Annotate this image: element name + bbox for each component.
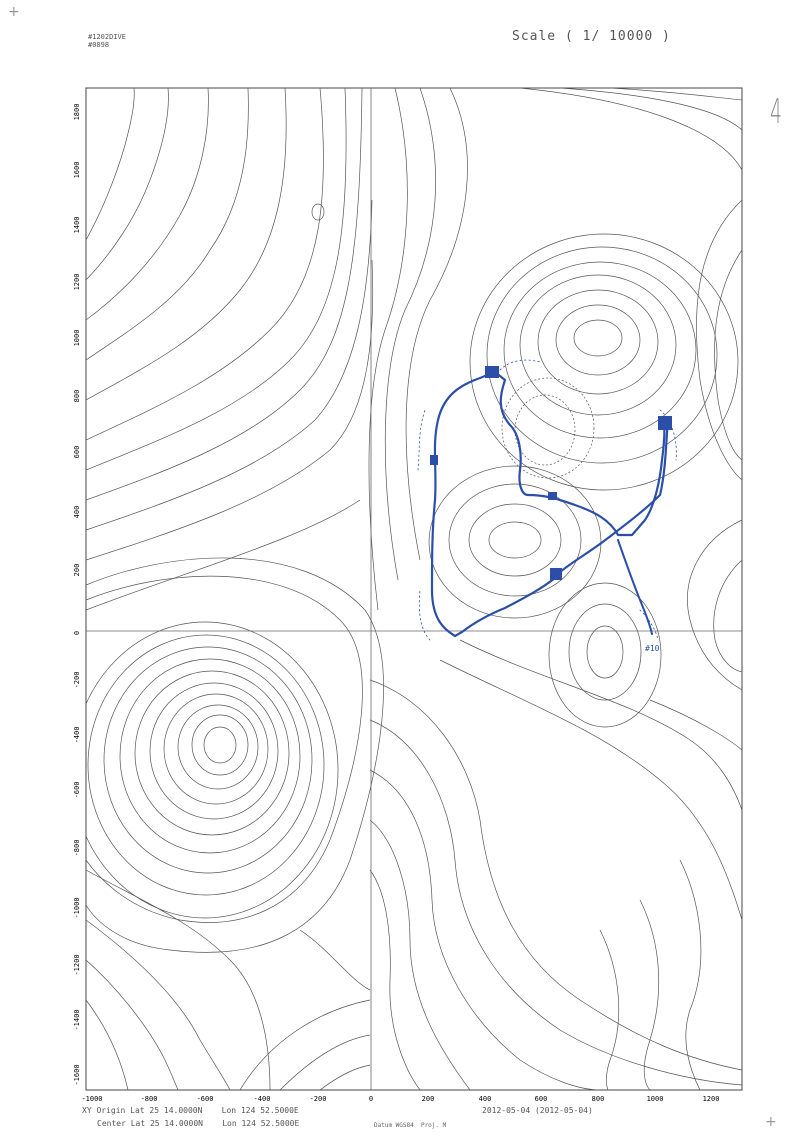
- seamount-contours-northeast: [368, 88, 742, 611]
- x-tick-label: 1000: [647, 1095, 664, 1103]
- y-tick-label: -1600: [73, 1064, 81, 1085]
- dive-track-marker: [485, 366, 499, 378]
- x-tick-label: -200: [310, 1095, 327, 1103]
- x-axis-ticks: -1000 -800 -600 -400 -200 0 200 400 600 …: [81, 1095, 719, 1103]
- dive-end-label: #10: [645, 644, 660, 653]
- registration-mark-bottom-right: +: [765, 1114, 777, 1130]
- slope-contours-northwest: [86, 88, 374, 611]
- dive-track-branch: [617, 539, 653, 635]
- map-scale-label: Scale ( 1/ 10000 ): [512, 29, 671, 44]
- dive-date: 2012-05-04 (2012-05-04): [482, 1106, 593, 1115]
- dive-track-marker: [548, 492, 557, 500]
- dive-id: #1202DIVE: [88, 33, 126, 41]
- x-tick-label: -800: [141, 1095, 158, 1103]
- x-tick-label: 800: [592, 1095, 605, 1103]
- y-tick-label: -400: [73, 727, 81, 744]
- x-tick-label: -600: [197, 1095, 214, 1103]
- dive-track-path: [430, 370, 670, 638]
- basin-contours-southwest: [86, 557, 384, 953]
- y-tick-label: 0: [73, 631, 81, 635]
- y-tick-label: -1000: [73, 897, 81, 918]
- sheet-code: #0898: [88, 41, 110, 49]
- datum-projection: Datum WGS84 Proj. M: [374, 1122, 447, 1129]
- slope-contours-south: [86, 639, 742, 1090]
- y-tick-label: 1000: [73, 330, 81, 347]
- y-tick-label: 800: [73, 390, 81, 403]
- y-tick-label: 400: [73, 506, 81, 519]
- slope-contours-east: [687, 199, 742, 691]
- y-axis-ticks: 1800 1600 1400 1200 1000 800 600 400 200…: [73, 104, 81, 1086]
- x-tick-label: 0: [369, 1095, 373, 1103]
- map-frame: [85, 87, 743, 1091]
- y-tick-label: -600: [73, 782, 81, 799]
- center-coordinates: Center Lat 25 14.0000N Lon 124 52.5000E: [97, 1119, 300, 1128]
- x-tick-label: 600: [535, 1095, 548, 1103]
- y-tick-label: -1200: [73, 954, 81, 975]
- dive-track: [417, 359, 677, 641]
- registration-mark-top-left: +: [8, 4, 20, 20]
- depression-contours-center: [428, 377, 662, 728]
- y-tick-label: 1600: [73, 162, 81, 179]
- x-tick-label: 400: [479, 1095, 492, 1103]
- dive-track-ticks: [417, 359, 677, 641]
- x-tick-label: -400: [254, 1095, 271, 1103]
- x-tick-label: -1000: [81, 1095, 102, 1103]
- xy-origin-coordinates: XY Origin Lat 25 14.0000N Lon 124 52.500…: [82, 1106, 299, 1115]
- x-tick-label: 200: [422, 1095, 435, 1103]
- dive-track-marker: [658, 416, 672, 430]
- y-tick-label: 200: [73, 564, 81, 577]
- dive-track-markers: [430, 366, 672, 580]
- y-tick-label: 1400: [73, 217, 81, 234]
- y-tick-label: 1200: [73, 274, 81, 291]
- sheet-number: 4: [770, 92, 782, 132]
- y-tick-label: 600: [73, 446, 81, 459]
- dive-track-marker: [550, 568, 562, 580]
- dive-track-marker: [430, 455, 438, 465]
- contour-lines: [86, 88, 742, 1090]
- y-tick-label: -800: [73, 840, 81, 857]
- y-tick-label: -1400: [73, 1009, 81, 1030]
- x-tick-label: 1200: [703, 1095, 720, 1103]
- y-tick-label: -200: [73, 672, 81, 689]
- y-tick-label: 1800: [73, 104, 81, 121]
